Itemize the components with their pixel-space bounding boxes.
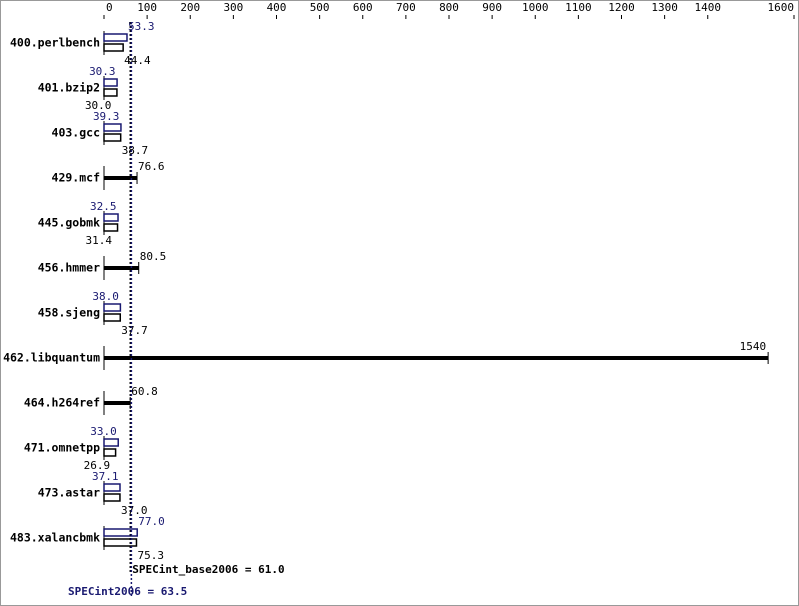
value-label: 38.7	[122, 144, 149, 157]
x-tick-label: 300	[223, 1, 243, 14]
value-label: 37.7	[121, 324, 147, 337]
bar	[103, 483, 121, 492]
summary-label: SPECint_base2006 = 61.0	[132, 563, 284, 576]
category-label: 456.hmmer	[38, 261, 100, 275]
value-label: 38.0	[92, 290, 119, 303]
category-label: 400.perlbench	[10, 36, 100, 50]
x-tick-label: 700	[396, 1, 416, 14]
value-label: 44.4	[124, 54, 151, 67]
x-tick-label: 800	[439, 1, 459, 14]
x-tick-label: 1100	[565, 1, 592, 14]
value-label: 80.5	[140, 250, 167, 263]
x-tick-label: 500	[310, 1, 330, 14]
value-label: 39.3	[93, 110, 120, 123]
bar	[103, 528, 138, 537]
category-label: 403.gcc	[52, 126, 100, 140]
bar	[103, 33, 128, 42]
bar	[103, 223, 119, 232]
bar	[103, 123, 122, 132]
category-label: 483.xalancbmk	[10, 531, 100, 545]
value-label: 37.1	[92, 470, 119, 483]
value-label: 37.0	[121, 504, 148, 517]
value-label: 75.3	[137, 549, 164, 562]
value-label: 30.3	[89, 65, 116, 78]
x-tick-label: 1600	[768, 1, 795, 14]
value-label: 30.0	[85, 99, 112, 112]
category-label: 429.mcf	[52, 171, 101, 185]
value-label: 77.0	[138, 515, 165, 528]
category-label: 458.sjeng	[38, 306, 100, 320]
category-label: 464.h264ref	[24, 396, 100, 410]
bar	[103, 303, 122, 312]
category-label: 473.astar	[38, 486, 100, 500]
bar	[103, 493, 121, 502]
category-label: 401.bzip2	[38, 81, 100, 95]
summary-label: SPECint2006 = 63.5	[68, 585, 187, 598]
bar	[103, 438, 119, 447]
value-label: 32.5	[90, 200, 117, 213]
bar	[103, 78, 118, 87]
category-label: 471.omnetpp	[24, 441, 100, 455]
value-label: 33.0	[90, 425, 117, 438]
bar	[103, 448, 117, 457]
x-tick-label: 400	[267, 1, 287, 14]
value-label: 76.6	[138, 160, 165, 173]
x-tick-label: 1000	[522, 1, 549, 14]
value-label: 60.8	[131, 385, 158, 398]
bar	[103, 43, 124, 52]
bar	[103, 133, 122, 142]
x-tick-label: 100	[137, 1, 157, 14]
value-label: 1540	[740, 340, 767, 353]
x-tick-label: 600	[353, 1, 373, 14]
x-tick-label: 1300	[651, 1, 678, 14]
x-tick-label: 1400	[695, 1, 722, 14]
bar	[103, 213, 119, 222]
category-label: 445.gobmk	[38, 216, 100, 230]
x-tick-label: 1200	[608, 1, 635, 14]
category-label: 462.libquantum	[3, 351, 100, 365]
bar	[103, 313, 122, 322]
value-label: 53.3	[128, 20, 155, 33]
bar	[103, 538, 138, 547]
bar	[103, 88, 118, 97]
value-label: 31.4	[86, 234, 113, 247]
x-tick-label: 0	[106, 1, 113, 14]
x-tick-label: 200	[180, 1, 200, 14]
x-tick-label: 900	[482, 1, 502, 14]
value-label: 26.9	[84, 459, 111, 472]
